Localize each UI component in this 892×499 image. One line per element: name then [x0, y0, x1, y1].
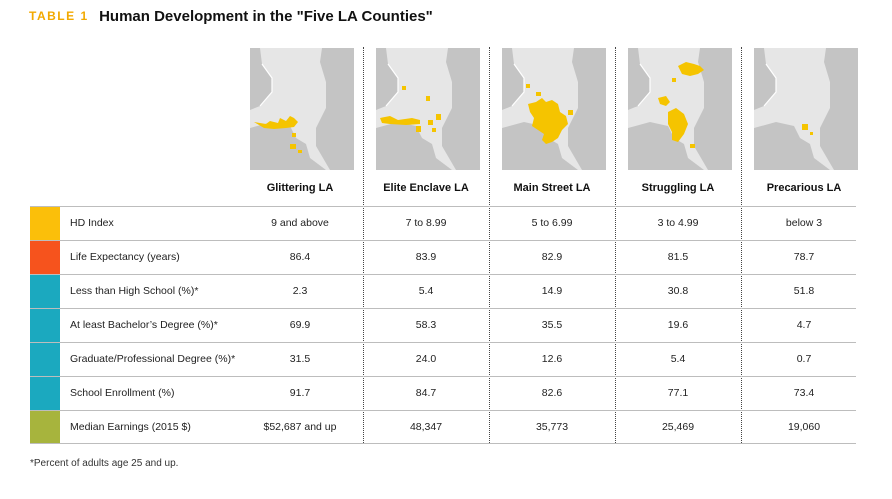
table-heading: Human Development in the "Five LA Counti… [99, 8, 433, 25]
table-cell: 73.4 [793, 387, 815, 399]
table-cell: 31.5 [289, 353, 311, 365]
table-cell: 5.4 [670, 353, 686, 365]
table-cell: 86.4 [289, 251, 311, 263]
table-cell: 7 to 8.99 [405, 217, 447, 229]
row-color-swatch [30, 343, 60, 376]
table-cell: 78.7 [793, 251, 815, 263]
table-row-graduate-degree: Graduate/Professional Degree (%)* 31.5 2… [30, 342, 856, 376]
footnote: *Percent of adults age 25 and up. [30, 458, 179, 469]
table-cell: 83.9 [415, 251, 437, 263]
table-cell: 84.7 [415, 387, 437, 399]
glittering-la-map [250, 48, 354, 170]
table-cell: 19,060 [787, 421, 821, 433]
struggling-la-map [628, 48, 732, 170]
row-color-swatch [30, 241, 60, 274]
row-label: Life Expectancy (years) [70, 251, 180, 263]
table-row-life-expectancy: Life Expectancy (years) 86.4 83.9 82.9 8… [30, 240, 856, 274]
table-cell: 9 and above [271, 217, 329, 229]
table-cell: 30.8 [667, 285, 689, 297]
table-row-median-earnings: Median Earnings (2015 $) $52,687 and up … [30, 410, 856, 444]
column-header-precarious-la: Precarious LA [766, 182, 842, 194]
row-label: Less than High School (%)* [70, 285, 199, 297]
table-cell: $52,687 and up [263, 421, 337, 433]
table-cell: 5.4 [418, 285, 434, 297]
row-color-swatch [30, 377, 60, 410]
table-row-bachelors-degree: At least Bachelor’s Degree (%)* 69.9 58.… [30, 308, 856, 342]
table-cell: 4.7 [796, 319, 812, 331]
table-row-hd-index: HD Index 9 and above 7 to 8.99 5 to 6.99… [30, 206, 856, 240]
row-label: Median Earnings (2015 $) [70, 421, 191, 433]
column-divider [363, 47, 364, 443]
table-cell: 81.5 [667, 251, 689, 263]
table-cell: 3 to 4.99 [657, 217, 699, 229]
column-divider [489, 47, 490, 443]
table-cell: 2.3 [292, 285, 308, 297]
table-row-less-than-high-school: Less than High School (%)* 2.3 5.4 14.9 … [30, 274, 856, 308]
row-label: HD Index [70, 217, 114, 229]
table-cell: 82.9 [541, 251, 563, 263]
table-cell: 14.9 [541, 285, 563, 297]
table-cell: 82.6 [541, 387, 563, 399]
table-cell: 24.0 [415, 353, 437, 365]
table-cell: 58.3 [415, 319, 437, 331]
elite-enclave-la-map [376, 48, 480, 170]
table-cell: 35.5 [541, 319, 563, 331]
table-cell: 35,773 [535, 421, 569, 433]
row-color-swatch [30, 309, 60, 342]
table-cell: 91.7 [289, 387, 311, 399]
precarious-la-map [754, 48, 858, 170]
row-color-swatch [30, 207, 60, 240]
table-cell: 12.6 [541, 353, 563, 365]
table-cell: 19.6 [667, 319, 689, 331]
row-label: At least Bachelor’s Degree (%)* [70, 319, 218, 331]
column-divider [615, 47, 616, 443]
row-color-swatch [30, 411, 60, 443]
column-header-main-street-la: Main Street LA [513, 182, 591, 194]
table-cell: 25,469 [661, 421, 695, 433]
table-cell: 77.1 [667, 387, 689, 399]
column-header-glittering-la: Glittering LA [266, 182, 334, 194]
main-street-la-map [502, 48, 606, 170]
table-cell: 69.9 [289, 319, 311, 331]
table-row-school-enrollment: School Enrollment (%) 91.7 84.7 82.6 77.… [30, 376, 856, 410]
row-label: School Enrollment (%) [70, 387, 175, 399]
table-cell: 48,347 [409, 421, 443, 433]
table-number: TABLE 1 [29, 9, 89, 23]
table-cell: 0.7 [796, 353, 812, 365]
table-cell: 5 to 6.99 [531, 217, 573, 229]
table-cell: 51.8 [793, 285, 815, 297]
row-color-swatch [30, 275, 60, 308]
row-label: Graduate/Professional Degree (%)* [70, 353, 236, 365]
column-header-struggling-la: Struggling LA [641, 182, 715, 194]
column-header-elite-enclave-la: Elite Enclave LA [383, 182, 469, 194]
column-divider [741, 47, 742, 443]
table-title: TABLE 1 Human Development in the "Five L… [29, 8, 433, 26]
table-cell: below 3 [785, 217, 823, 229]
